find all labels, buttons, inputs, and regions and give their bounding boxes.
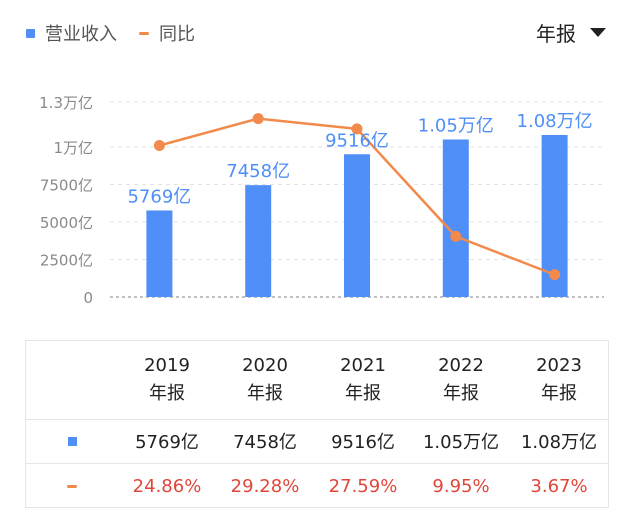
- line-swatch-icon: [67, 484, 77, 488]
- legend-item-revenue[interactable]: 营业收入: [26, 20, 117, 46]
- bar: [344, 154, 370, 297]
- table-header-2019: 2019 年报: [144, 355, 190, 404]
- legend-revenue-label: 营业收入: [45, 24, 117, 45]
- line-point: [549, 269, 561, 281]
- table-cell: 24.86%: [132, 475, 202, 497]
- table-header-2022: 2022 年报: [438, 355, 484, 404]
- table-cell: 9516亿: [331, 432, 395, 453]
- table-cell: 29.28%: [230, 475, 300, 497]
- line-point: [153, 140, 165, 152]
- bar-data-label: 9516亿: [325, 130, 389, 151]
- revenue-chart: 0 2500亿 5000亿 7500亿 1万亿 1.3万亿 5769亿 7458亿 9516亿 1…: [39, 94, 604, 307]
- table-corner: [26, 341, 118, 419]
- legend-item-yoy[interactable]: 同比: [139, 20, 195, 46]
- period-dropdown-value: 年报: [536, 22, 576, 46]
- table-row-revenue: 5769亿 7458亿 9516亿 1.05万亿 1.08万亿: [26, 419, 608, 464]
- y-tick-label: 5000亿: [40, 214, 93, 232]
- table-cell: 7458亿: [233, 432, 297, 453]
- bar-data-label: 5769亿: [127, 186, 191, 207]
- table-row-yoy: 24.86% 29.28% 27.59% 9.95% 3.67%: [26, 464, 608, 508]
- bar: [245, 185, 272, 297]
- line-point: [450, 230, 462, 242]
- table-header-row: 2019 年报 2020 年报 2021 年报 2022 年报 2023 年报: [26, 341, 608, 420]
- bar-swatch-icon: [26, 28, 35, 38]
- bar-data-label: 1.05万亿: [418, 116, 494, 137]
- line-swatch-icon: [139, 31, 149, 35]
- table-cell: 9.95%: [432, 475, 490, 497]
- data-table: 2019 年报 2020 年报 2021 年报 2022 年报 2023 年报 5769亿…: [25, 340, 609, 508]
- bar-data-label: 7458亿: [226, 161, 290, 182]
- table-header-2021: 2021 年报: [340, 355, 386, 404]
- y-tick-label: 1万亿: [53, 139, 93, 157]
- bar: [442, 139, 469, 297]
- table-header-2020: 2020 年报: [242, 355, 288, 404]
- table-row-key: [26, 419, 118, 463]
- table-header-2023: 2023 年报: [536, 355, 582, 404]
- table-cell: 1.05万亿: [422, 432, 500, 453]
- table-row-key: [26, 464, 118, 508]
- y-tick-label: 0: [83, 289, 93, 307]
- period-dropdown[interactable]: 年报: [536, 18, 606, 47]
- y-tick-label: 1.3万亿: [39, 94, 93, 112]
- chart-legend: 营业收入 同比: [26, 20, 195, 46]
- line-point: [252, 113, 264, 125]
- legend-yoy-label: 同比: [159, 24, 195, 45]
- y-tick-label: 2500亿: [40, 252, 93, 270]
- bar-swatch-icon: [67, 436, 77, 446]
- table-cell: 1.08万亿: [520, 432, 598, 453]
- line-point: [351, 123, 363, 135]
- table-cell: 27.59%: [328, 475, 398, 497]
- table-cell: 3.67%: [530, 475, 588, 497]
- bar-data-label: 1.08万亿: [517, 111, 593, 132]
- y-tick-label: 7500亿: [40, 177, 93, 195]
- caret-down-icon: [590, 28, 606, 37]
- bar: [146, 210, 173, 297]
- table-cell: 5769亿: [135, 432, 199, 453]
